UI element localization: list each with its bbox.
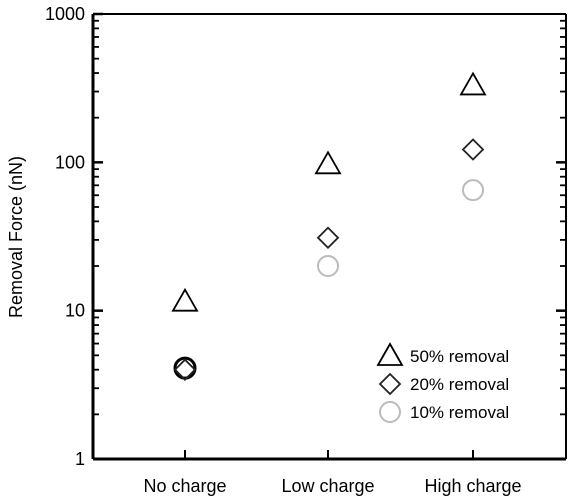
legend-circle-symbol bbox=[379, 401, 401, 423]
circle-point bbox=[462, 179, 484, 202]
diamond-point bbox=[173, 358, 197, 381]
plot-frame bbox=[91, 13, 567, 461]
triangle-point bbox=[314, 150, 342, 175]
diamond-point bbox=[461, 138, 485, 161]
diamond-point bbox=[316, 226, 340, 250]
legend: 50% removal 20% removal 10% removal bbox=[376, 342, 509, 423]
x-tick-label: No charge bbox=[143, 476, 226, 496]
x-axis-tick-labels: No charge Low charge High charge bbox=[143, 476, 521, 496]
legend-label: 50% removal bbox=[410, 347, 509, 366]
circle-point bbox=[317, 255, 339, 278]
y-axis-ticks bbox=[93, 12, 566, 461]
y-tick-label: 1 bbox=[75, 449, 85, 469]
y-tick-label: 1000 bbox=[45, 4, 85, 24]
y-tick-label: 10 bbox=[65, 301, 85, 321]
legend-diamond-symbol bbox=[378, 372, 402, 396]
triangle-point bbox=[171, 287, 199, 312]
x-tick-label: Low charge bbox=[281, 476, 374, 496]
data-points bbox=[171, 71, 487, 381]
y-tick-label: 100 bbox=[55, 152, 85, 172]
circle-point bbox=[173, 356, 197, 380]
x-tick-label: High charge bbox=[424, 476, 521, 496]
legend-triangle-symbol bbox=[376, 342, 404, 366]
legend-label: 20% removal bbox=[410, 375, 509, 394]
y-axis-title: Removal Force (nN) bbox=[6, 156, 26, 318]
legend-label: 10% removal bbox=[410, 403, 509, 422]
y-axis-tick-labels: 1 10 100 1000 bbox=[45, 4, 85, 469]
triangle-point bbox=[459, 71, 487, 96]
